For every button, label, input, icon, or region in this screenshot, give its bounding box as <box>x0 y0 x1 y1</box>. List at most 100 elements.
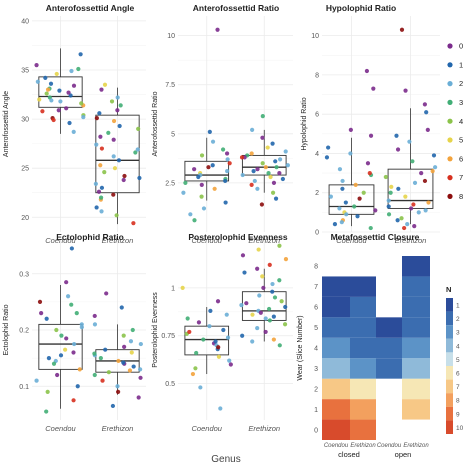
data-point <box>424 110 429 115</box>
y-tick-label: 10 <box>167 33 175 40</box>
panel-1: Anterofossettid Ratio Anterofossettid Rat… <box>152 3 293 245</box>
y-tick-label: 4 <box>315 151 319 158</box>
y-tick-label: 2.5 <box>165 180 175 187</box>
legend-swatch <box>447 118 453 124</box>
data-point <box>402 225 407 231</box>
data-point <box>250 127 255 132</box>
data-point <box>223 178 228 184</box>
data-point <box>407 139 412 144</box>
data-point <box>135 147 140 152</box>
data-point <box>58 353 64 358</box>
heat-legend-label: 5 <box>456 357 460 364</box>
data-point <box>271 314 276 319</box>
data-point <box>130 327 135 333</box>
data-point <box>111 192 116 197</box>
heatmap-cell <box>402 378 430 400</box>
y-tick-label: 0.2 <box>19 328 29 335</box>
data-point <box>115 95 120 100</box>
data-point <box>43 75 48 80</box>
data-point <box>285 163 290 168</box>
data-point <box>257 293 262 298</box>
data-point <box>430 169 435 174</box>
data-point <box>96 189 102 194</box>
data-point <box>260 274 265 279</box>
panel-title: Anterofossettid Angle <box>46 3 135 13</box>
data-point <box>337 167 343 172</box>
data-point <box>224 312 229 317</box>
heat-legend-label: 6 <box>456 371 460 378</box>
data-point <box>250 339 255 344</box>
data-point <box>131 364 136 369</box>
data-point <box>194 350 199 356</box>
data-point <box>58 99 63 104</box>
data-point <box>332 222 338 227</box>
data-point <box>104 291 109 296</box>
data-point <box>416 210 421 215</box>
data-point <box>399 216 404 221</box>
legend-swatch <box>447 81 453 87</box>
data-point <box>324 155 330 160</box>
box-iqr <box>95 114 140 194</box>
data-point <box>71 350 76 355</box>
data-point <box>215 27 220 32</box>
data-point <box>196 174 201 180</box>
heatmap-cell <box>402 317 430 338</box>
y-tick-label: 7 <box>314 284 318 291</box>
data-point <box>218 406 223 411</box>
data-point <box>260 161 265 166</box>
data-point <box>121 360 126 365</box>
data-point <box>263 316 268 321</box>
data-point <box>66 90 71 95</box>
data-point <box>45 87 51 92</box>
legend-label: 1 <box>459 60 463 69</box>
data-point <box>79 325 84 330</box>
data-point <box>198 385 203 390</box>
data-point <box>116 158 122 163</box>
heat-legend-label: 3 <box>456 330 460 337</box>
data-point <box>72 341 77 347</box>
data-point <box>352 204 357 209</box>
data-point <box>367 170 372 176</box>
data-point <box>283 149 288 154</box>
legend-label: 4 <box>459 117 463 126</box>
heatmap-cell <box>350 399 376 420</box>
data-point <box>102 82 108 87</box>
data-point <box>260 114 265 119</box>
data-point <box>115 108 120 113</box>
data-point <box>368 133 374 138</box>
y-tick-label: 4 <box>314 346 318 353</box>
data-point <box>371 86 376 91</box>
y-tick-label: 6 <box>315 112 319 119</box>
data-point <box>224 151 230 156</box>
data-point <box>213 339 218 344</box>
panel-title: Ectolophid Ratio <box>56 232 124 242</box>
data-point <box>277 278 282 283</box>
y-tick-label: 8 <box>315 72 319 79</box>
data-point <box>386 212 392 217</box>
data-point <box>181 190 186 195</box>
color-legend: 0 1 2 3 4 5 6 7 8 <box>447 42 463 201</box>
data-point <box>225 157 230 162</box>
data-point <box>223 200 228 205</box>
data-point <box>64 106 69 111</box>
data-point <box>59 333 64 338</box>
legend-swatch <box>447 43 453 49</box>
data-point <box>37 97 42 102</box>
data-point <box>271 337 276 342</box>
data-point <box>208 308 213 313</box>
data-point <box>270 141 275 146</box>
panel-3: Ectolophid Ratio Ectolophid Ratio 0.1 0.2 0.… <box>3 232 146 433</box>
data-point <box>207 324 212 329</box>
data-point <box>54 327 59 333</box>
data-point <box>201 337 206 342</box>
data-point <box>34 378 39 383</box>
data-point <box>71 83 77 88</box>
y-axis-label: Wear (Slice Number) <box>297 315 304 380</box>
legend-label: 2 <box>459 79 463 88</box>
data-point <box>63 347 68 352</box>
data-point <box>188 212 193 217</box>
data-point <box>46 356 52 361</box>
data-point <box>227 358 232 363</box>
data-point <box>240 253 246 258</box>
heatmap-cell <box>376 358 402 379</box>
